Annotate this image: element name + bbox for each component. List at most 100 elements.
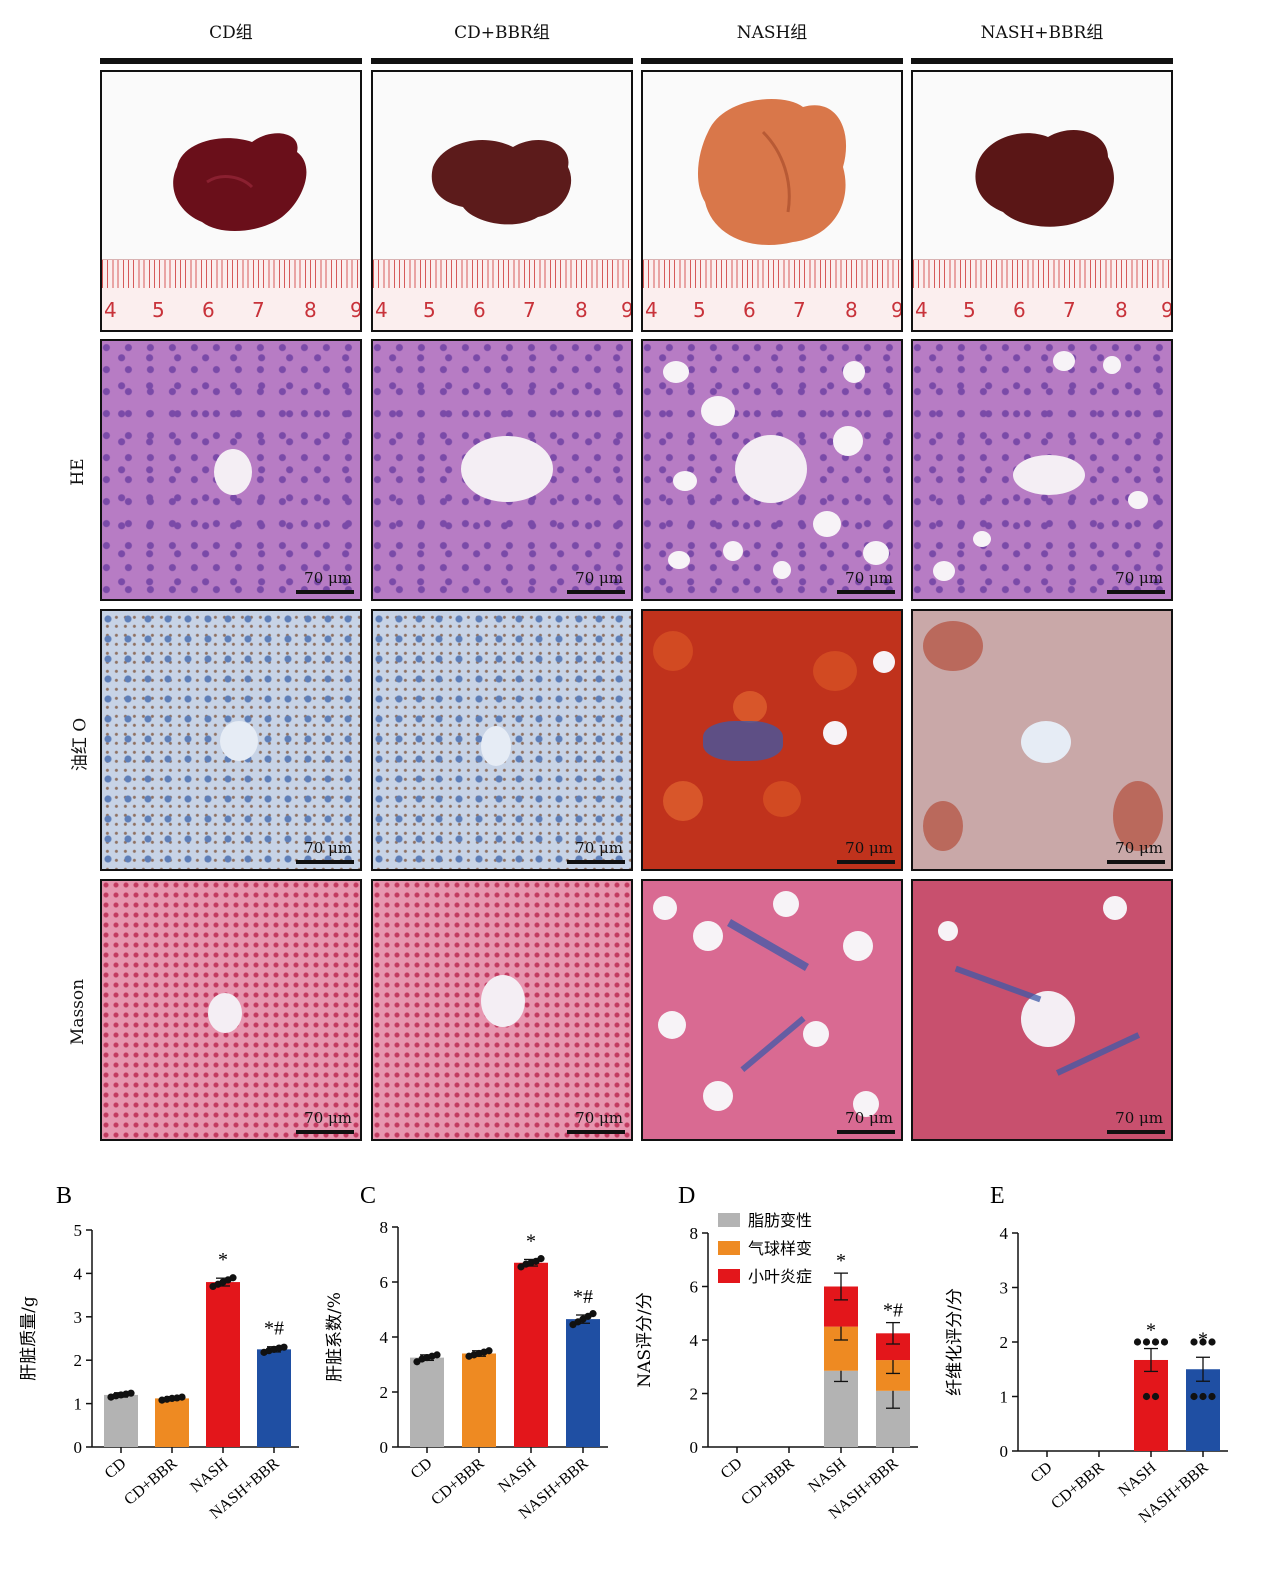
legend-label: 小叶炎症 xyxy=(748,1267,812,1286)
panel-letter: D xyxy=(678,1183,695,1209)
column-bar-nash xyxy=(641,58,903,64)
ruler: 4 5 6 7 8 9 xyxy=(373,259,631,330)
y-axis-label: NAS评分/分 xyxy=(635,1292,655,1388)
data-point xyxy=(433,1351,441,1359)
y-tick-label: 1 xyxy=(1000,1388,1009,1407)
he-stain-cd: 70 μm xyxy=(100,339,362,601)
scale-bar xyxy=(837,860,895,864)
data-point xyxy=(537,1255,545,1263)
liver-photo-cd-bbr: 4 5 6 7 8 9 xyxy=(371,70,633,332)
he-stain-nash-bbr: 70 μm xyxy=(911,339,1173,601)
legend-swatch xyxy=(718,1241,740,1255)
data-point xyxy=(1151,1392,1160,1401)
liver-image xyxy=(431,139,572,225)
scale-bar xyxy=(1107,1130,1165,1134)
x-tick-label: NASH xyxy=(805,1455,850,1496)
scale-label: 70 μm xyxy=(575,569,623,587)
y-tick-label: 0 xyxy=(1000,1442,1009,1461)
bar xyxy=(206,1282,240,1447)
bar-segment xyxy=(824,1370,858,1447)
he-stain-nash: 70 μm xyxy=(641,339,903,601)
y-tick-label: 1 xyxy=(74,1395,83,1414)
y-tick-label: 4 xyxy=(380,1328,389,1347)
data-point xyxy=(1160,1338,1169,1346)
significance-label: *# xyxy=(264,1318,284,1340)
liver-image xyxy=(173,133,307,232)
scale-bar xyxy=(567,860,625,864)
y-tick-label: 3 xyxy=(1000,1279,1009,1298)
scale-label: 70 μm xyxy=(845,569,893,587)
x-tick-label: NASH xyxy=(187,1455,232,1496)
bar xyxy=(104,1394,138,1447)
bar xyxy=(1186,1369,1220,1451)
significance-label: * xyxy=(526,1230,536,1252)
bar xyxy=(155,1398,189,1447)
scale-bar xyxy=(1107,860,1165,864)
ruler: 4 5 6 7 8 9 xyxy=(913,259,1171,330)
y-tick-label: 4 xyxy=(1000,1224,1009,1243)
y-axis-label: 肝脏系数/% xyxy=(325,1292,345,1382)
oil-red-stain-cd-bbr: 70 μm xyxy=(371,609,633,871)
x-tick-label: NASH xyxy=(1115,1459,1160,1500)
liver-photo-nash-bbr: 4 5 6 7 8 9 xyxy=(911,70,1173,332)
central-vein xyxy=(735,435,807,503)
liver-image xyxy=(697,99,847,246)
x-tick-label: CD xyxy=(1028,1459,1056,1486)
data-point xyxy=(1199,1338,1207,1346)
x-tick-label: CD+BBR xyxy=(1048,1459,1108,1513)
bar xyxy=(410,1357,444,1447)
significance-label: * xyxy=(218,1249,228,1271)
x-tick-label: CD xyxy=(718,1455,746,1482)
significance-label: * xyxy=(1146,1320,1156,1342)
ruler: 4 5 6 7 8 9 xyxy=(102,259,360,330)
he-stain-cd-bbr: 70 μm xyxy=(371,339,633,601)
masson-stain-cd: 70 μm xyxy=(100,879,362,1141)
y-tick-label: 8 xyxy=(690,1224,699,1243)
scale-label: 70 μm xyxy=(1115,569,1163,587)
y-tick-label: 0 xyxy=(690,1438,699,1457)
liver-photo-cd: 4 5 6 7 8 9 xyxy=(100,70,362,332)
y-tick-label: 8 xyxy=(380,1218,389,1237)
data-point xyxy=(1142,1392,1151,1401)
significance-label: *# xyxy=(573,1286,593,1308)
x-tick-label: NASH xyxy=(495,1455,540,1496)
column-bar-nash-bbr xyxy=(911,58,1173,64)
bar xyxy=(462,1353,496,1447)
x-tick-label: CD+BBR xyxy=(738,1455,798,1509)
significance-label: * xyxy=(1198,1328,1208,1350)
bar xyxy=(1134,1359,1168,1451)
bar xyxy=(514,1262,548,1447)
column-header-cd-bbr: CD+BBR组 xyxy=(454,23,550,43)
data-point xyxy=(127,1389,135,1397)
y-tick-label: 0 xyxy=(74,1438,83,1457)
central-vein xyxy=(1013,455,1085,495)
x-tick-label: CD xyxy=(408,1455,436,1482)
oil-red-stain-nash: 70 μm xyxy=(641,609,903,871)
column-bar-cd xyxy=(100,58,362,64)
panel-letter: C xyxy=(360,1183,376,1209)
masson-stain-nash-bbr: 70 μm xyxy=(911,879,1173,1141)
y-tick-label: 2 xyxy=(380,1383,389,1402)
data-point xyxy=(229,1274,237,1282)
legend-swatch xyxy=(718,1269,740,1283)
column-header-nash-bbr: NASH+BBR组 xyxy=(980,23,1104,43)
oil-red-stain-nash-bbr: 70 μm xyxy=(911,609,1173,871)
column-header-cd: CD组 xyxy=(209,23,253,43)
data-point xyxy=(1208,1338,1216,1346)
bar xyxy=(566,1319,600,1447)
legend-label: 气球样变 xyxy=(748,1239,812,1258)
scale-label: 70 μm xyxy=(575,1109,623,1127)
scale-label: 70 μm xyxy=(845,1109,893,1127)
scale-label: 70 μm xyxy=(1115,1109,1163,1127)
y-tick-label: 4 xyxy=(74,1264,83,1283)
scale-label: 70 μm xyxy=(304,839,352,857)
central-vein xyxy=(214,449,252,495)
scale-label: 70 μm xyxy=(575,839,623,857)
data-point xyxy=(1199,1392,1207,1401)
scale-bar xyxy=(296,590,354,594)
y-tick-label: 0 xyxy=(380,1438,389,1457)
